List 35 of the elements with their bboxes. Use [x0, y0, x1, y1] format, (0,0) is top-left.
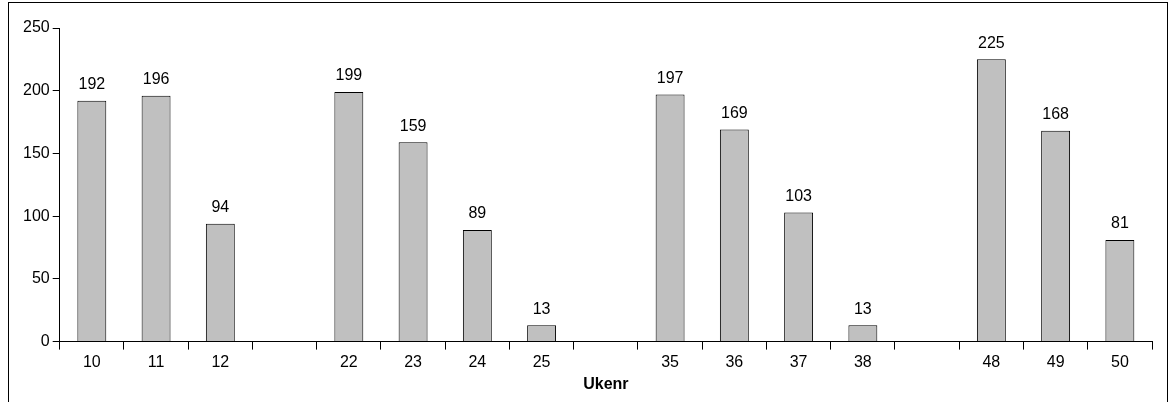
data-label: 103	[785, 186, 813, 204]
data-label: 81	[1110, 214, 1129, 232]
x-tick-label: 35	[661, 352, 680, 370]
x-tick-label: 10	[82, 352, 101, 370]
data-label: 94	[211, 198, 230, 216]
y-tick-label: 150	[22, 143, 50, 161]
x-tick-label: 48	[982, 352, 1001, 370]
data-label: 169	[721, 104, 748, 122]
x-tick-label: 24	[468, 352, 487, 370]
data-label: 89	[468, 204, 487, 222]
data-label: 159	[399, 116, 427, 134]
data-label: 192	[78, 75, 106, 93]
y-tick-label: 0	[40, 332, 50, 350]
x-tick-label: 49	[1046, 352, 1065, 370]
data-label: 197	[656, 68, 684, 86]
x-tick-label: 25	[532, 352, 551, 370]
data-label: 225	[978, 33, 1005, 51]
data-label: 196	[142, 70, 170, 88]
y-tick-label: 50	[31, 269, 50, 287]
x-tick-label: 22	[339, 352, 358, 370]
data-label: 13	[853, 299, 872, 317]
x-tick-label: 37	[789, 352, 808, 370]
data-label: 199	[335, 66, 363, 84]
x-tick-label: 12	[211, 352, 230, 370]
y-tick-label: 100	[22, 206, 50, 224]
x-axis-title: Ukenr	[583, 374, 629, 392]
data-label: 168	[1042, 105, 1070, 123]
x-tick-label: 36	[725, 352, 744, 370]
x-tick-label: 50	[1110, 352, 1129, 370]
x-tick-label: 23	[404, 352, 423, 370]
y-tick-label: 200	[22, 81, 50, 99]
y-tick-label: 250	[22, 18, 50, 36]
data-label: 13	[532, 299, 551, 317]
x-tick-label: 11	[147, 352, 165, 370]
x-tick-label: 38	[853, 352, 872, 370]
